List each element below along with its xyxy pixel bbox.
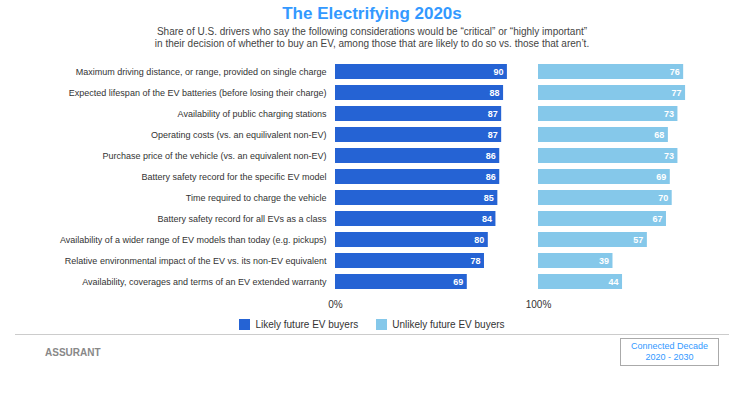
svg-text:76: 76 <box>670 67 680 77</box>
html-text:Share of U.S. drivers who say: Share of U.S. drivers who say the follow… <box>154 26 590 49</box>
svg-text:86: 86 <box>486 151 496 161</box>
html-text:The Electrifying 2020s: The Electrifying 2020s <box>282 4 462 23</box>
html-text:ASSURANT: ASSURANT <box>45 346 101 358</box>
html-text:Likely future EV buyers: Likely future EV buyers <box>255 318 359 330</box>
svg-text:Battery safety record for all: Battery safety record for all EVs as a c… <box>157 214 327 224</box>
svg-text:57: 57 <box>633 235 643 245</box>
svg-text:67: 67 <box>652 214 662 224</box>
html-text:Unlikely future EV buyers: Unlikely future EV buyers <box>392 318 505 330</box>
svg-text:39: 39 <box>599 256 609 266</box>
svg-text:86: 86 <box>486 172 496 182</box>
svg-text:100%: 100% <box>526 299 552 310</box>
svg-text:70: 70 <box>658 193 668 203</box>
svg-text:Operating costs (vs. an equili: Operating costs (vs. an equilivalent non… <box>151 130 327 140</box>
svg-text:73: 73 <box>664 109 674 119</box>
svg-text:77: 77 <box>672 88 682 98</box>
svg-text:Availability, coverages and te: Availability, coverages and terms of an … <box>82 277 327 287</box>
svg-text:73: 73 <box>664 151 674 161</box>
svg-text:90: 90 <box>493 67 503 77</box>
svg-text:Time required to charge the ve: Time required to charge the vehicle <box>186 193 327 203</box>
svg-text:Purchase price of the vehicle: Purchase price of the vehicle (vs. an eq… <box>102 151 326 161</box>
svg-text:78: 78 <box>470 256 480 266</box>
svg-text:84: 84 <box>482 214 492 224</box>
svg-text:88: 88 <box>490 88 500 98</box>
svg-text:87: 87 <box>488 130 498 140</box>
svg-text:69: 69 <box>656 172 666 182</box>
svg-text:85: 85 <box>484 193 494 203</box>
svg-text:Availability of public chargin: Availability of public charging stations <box>178 109 327 119</box>
svg-text:Maximum driving distance, or r: Maximum driving distance, or range, prov… <box>76 67 327 77</box>
svg-text:Expected lifespan of the EV ba: Expected lifespan of the EV batteries (b… <box>69 88 327 98</box>
svg-text:68: 68 <box>654 130 664 140</box>
svg-text:44: 44 <box>609 277 619 287</box>
svg-text:80: 80 <box>474 235 484 245</box>
svg-text:69: 69 <box>453 277 463 287</box>
svg-text:Availability of a wider range: Availability of a wider range of EV mode… <box>60 235 326 245</box>
svg-text:0%: 0% <box>328 299 343 310</box>
svg-text:Battery safety record for the: Battery safety record for the specific E… <box>141 172 326 182</box>
html-text:Connected Decade 2020 - 2030: Connected Decade 2020 - 2030 <box>630 341 708 362</box>
svg-text:Relative environmental impact: Relative environmental impact of the EV … <box>65 256 327 266</box>
svg-text:87: 87 <box>488 109 498 119</box>
